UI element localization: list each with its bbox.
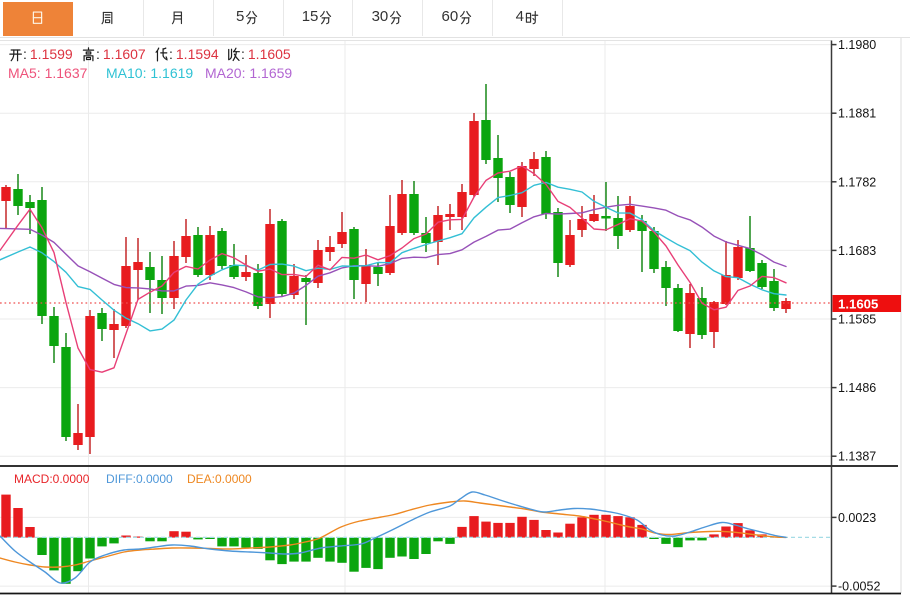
- svg-text:1.1585: 1.1585: [838, 313, 876, 327]
- svg-text:1.1387: 1.1387: [838, 450, 876, 464]
- svg-text:0.0023: 0.0023: [838, 511, 876, 525]
- svg-text:1.1486: 1.1486: [838, 381, 876, 395]
- svg-text:1.1683: 1.1683: [838, 244, 876, 258]
- svg-text:1.1605: 1.1605: [838, 296, 878, 311]
- svg-text:1.1782: 1.1782: [838, 175, 876, 189]
- svg-text:1.1881: 1.1881: [838, 107, 876, 121]
- svg-text:-0.0052: -0.0052: [838, 580, 880, 594]
- svg-text:1.1980: 1.1980: [838, 38, 876, 52]
